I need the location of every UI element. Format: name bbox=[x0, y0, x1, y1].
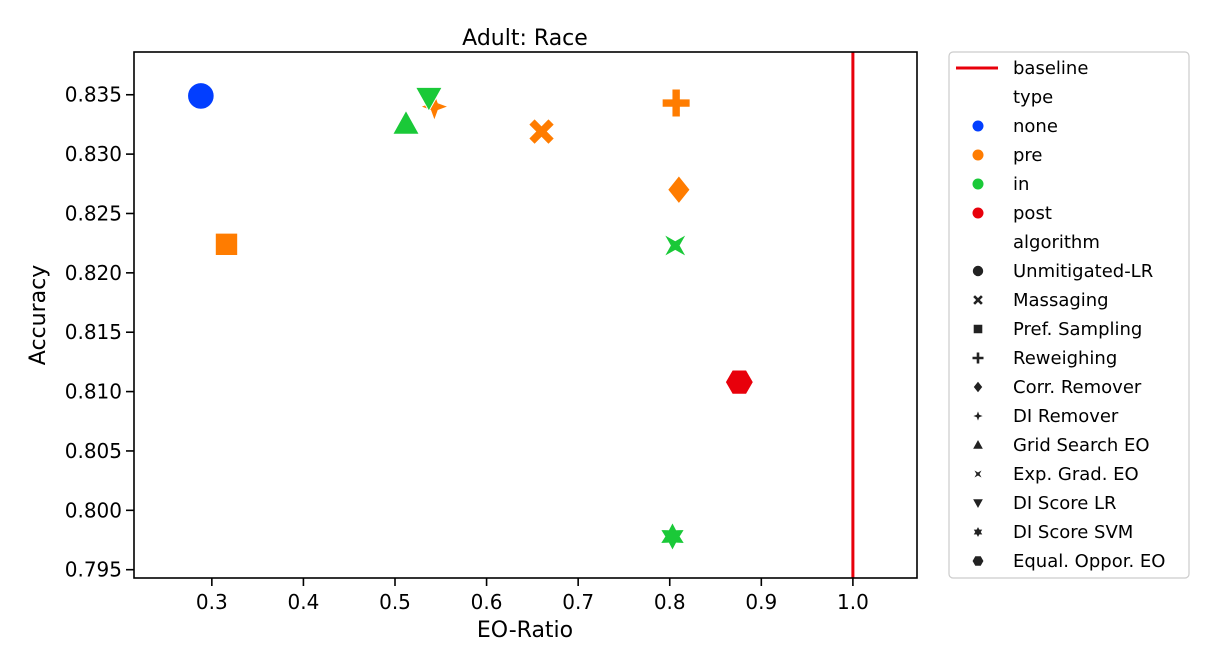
legend-label: pre bbox=[1013, 145, 1043, 166]
legend-marker-di-score-lr bbox=[971, 498, 985, 511]
legend-marker-di-remover bbox=[970, 408, 986, 424]
data-point-di-score-lr bbox=[414, 86, 444, 113]
legend-marker-corr-remover bbox=[972, 380, 984, 394]
legend-swatch-post bbox=[972, 207, 984, 219]
legend-frame bbox=[948, 51, 1190, 579]
x-tick-label: 0.8 bbox=[654, 590, 686, 614]
legend-marker-di-score-svm bbox=[971, 524, 985, 540]
x-axis-label: EO-Ratio bbox=[477, 618, 573, 643]
x-tick-label: 0.9 bbox=[745, 590, 777, 614]
plot-frame bbox=[133, 51, 918, 579]
data-point-corr-remover bbox=[667, 174, 691, 205]
legend-label: Reweighing bbox=[1013, 348, 1117, 369]
y-tick-label: 0.810 bbox=[65, 380, 122, 404]
legend-header: type bbox=[1013, 87, 1053, 108]
legend-swatch-none bbox=[972, 120, 984, 132]
y-tick-label: 0.815 bbox=[65, 320, 122, 344]
legend-marker-exp-grad-eo bbox=[971, 467, 985, 481]
x-axis: 0.3 0.4 0.5 0.6 0.7 0.8 0.9 1.0 bbox=[196, 578, 869, 614]
legend: baseline type none pre in post algorithm Unmiti… bbox=[956, 58, 1165, 572]
legend-label: Exp. Grad. EO bbox=[1013, 464, 1139, 485]
x-tick-label: 1.0 bbox=[837, 590, 869, 614]
legend-label: baseline bbox=[1013, 58, 1088, 79]
y-tick-label: 0.800 bbox=[65, 498, 122, 522]
legend-label: in bbox=[1013, 174, 1029, 195]
chart-title: Adult: Race bbox=[462, 26, 588, 51]
legend-marker-unmitigated-lr bbox=[971, 264, 985, 278]
x-tick-label: 0.6 bbox=[471, 590, 503, 614]
x-tick-label: 0.3 bbox=[196, 590, 228, 614]
data-point-pref-sampling bbox=[214, 232, 239, 257]
plot-area bbox=[187, 52, 855, 578]
y-tick-label: 0.795 bbox=[65, 558, 122, 582]
legend-label: DI Score LR bbox=[1013, 493, 1117, 514]
data-point-massaging bbox=[527, 117, 556, 146]
legend-label: post bbox=[1013, 203, 1052, 224]
data-point-equal-oppor-eo bbox=[724, 369, 754, 395]
data-point-unmitigated-lr bbox=[187, 82, 215, 110]
legend-header: algorithm bbox=[1013, 232, 1100, 253]
legend-label: Corr. Remover bbox=[1013, 377, 1142, 398]
data-point-reweighing bbox=[661, 88, 691, 118]
y-tick-label: 0.825 bbox=[65, 201, 122, 225]
y-tick-label: 0.830 bbox=[65, 142, 122, 166]
legend-label: DI Score SVM bbox=[1013, 522, 1133, 543]
x-tick-label: 0.5 bbox=[379, 590, 411, 614]
x-tick-label: 0.7 bbox=[562, 590, 594, 614]
x-tick-label: 0.4 bbox=[288, 590, 320, 614]
legend-label: Equal. Oppor. EO bbox=[1013, 551, 1165, 572]
legend-marker-grid-search-eo bbox=[971, 437, 985, 450]
legend-marker-equal-oppor-eo bbox=[971, 555, 985, 567]
data-point-exp-grad-eo bbox=[662, 233, 688, 259]
y-tick-label: 0.805 bbox=[65, 439, 122, 463]
y-axis: 0.795 0.800 0.805 0.810 0.815 0.820 0.825 0.830… bbox=[65, 83, 134, 582]
legend-marker-pref-sampling bbox=[972, 323, 984, 335]
y-axis-label: Accuracy bbox=[26, 265, 51, 365]
y-tick-label: 0.820 bbox=[65, 261, 122, 285]
legend-label: Grid Search EO bbox=[1013, 435, 1150, 456]
legend-label: DI Remover bbox=[1013, 406, 1119, 427]
legend-label: Massaging bbox=[1013, 290, 1109, 311]
legend-marker-massaging bbox=[971, 293, 985, 307]
data-point-grid-search-eo bbox=[391, 109, 421, 135]
legend-swatch-pre bbox=[972, 149, 984, 161]
legend-label: Pref. Sampling bbox=[1013, 319, 1142, 340]
y-tick-label: 0.835 bbox=[65, 83, 122, 107]
legend-swatch-in bbox=[972, 178, 984, 190]
legend-label: Unmitigated-LR bbox=[1013, 261, 1153, 282]
data-point-di-score-svm bbox=[659, 521, 686, 552]
legend-marker-reweighing bbox=[971, 351, 985, 365]
legend-label: none bbox=[1013, 116, 1058, 137]
